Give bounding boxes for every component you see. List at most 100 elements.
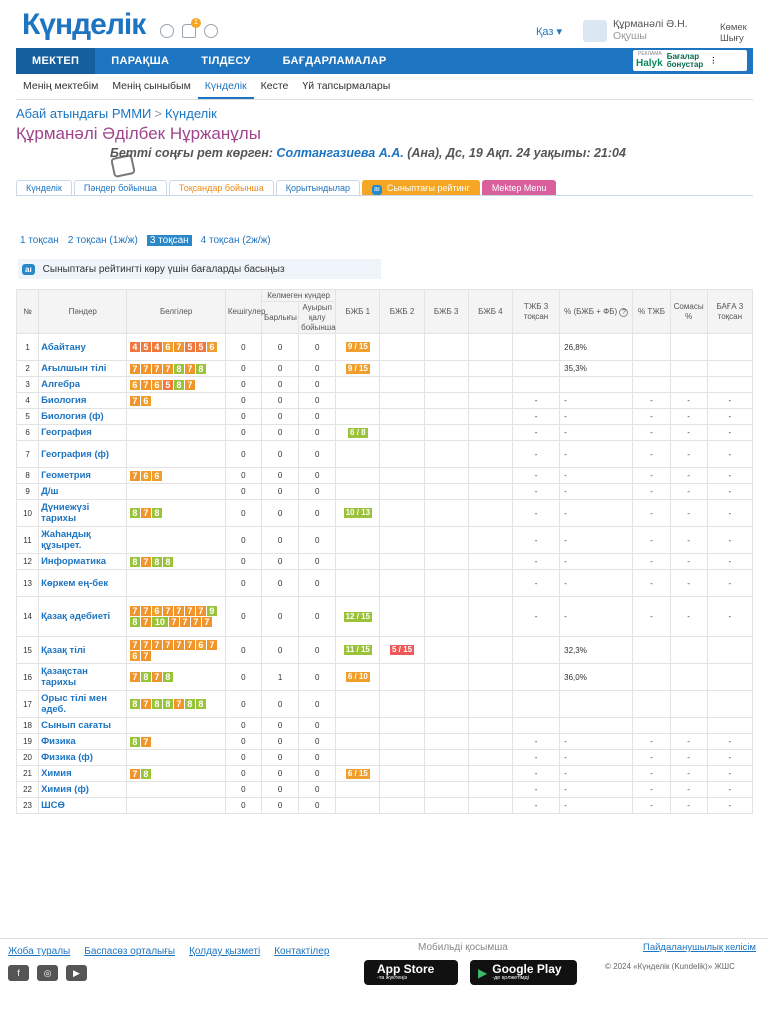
breadcrumb-diary[interactable]: Күнделік [164, 106, 217, 121]
logout-link[interactable]: Шығу [720, 33, 744, 44]
kundelik-logo[interactable]: Күнделік [22, 8, 146, 41]
bjb1-score[interactable]: 11 / 15 [343, 645, 372, 655]
mark[interactable]: 7 [151, 363, 162, 374]
bjb1-score[interactable]: 10 / 13 [343, 508, 373, 518]
mark[interactable]: 7 [173, 699, 184, 709]
user-menu[interactable]: Құрманәлі Ә.Н. Оқушы [613, 18, 688, 42]
mark[interactable]: 6 [195, 639, 206, 650]
subject-link[interactable]: Геометрия [38, 467, 128, 484]
subject-link[interactable]: Сынып сағаты [38, 717, 128, 734]
mark[interactable]: 7 [184, 363, 195, 374]
mark[interactable]: 6 [151, 470, 162, 481]
mark[interactable]: 5 [195, 342, 206, 352]
mark[interactable]: 7 [184, 379, 195, 390]
mark[interactable]: 8 [151, 556, 162, 567]
subject-link[interactable]: Физика [38, 733, 128, 750]
subject-link[interactable]: Биология (ф) [38, 408, 128, 425]
mark[interactable]: 7 [190, 617, 201, 627]
tab-mektep-menu[interactable]: Mektep Menu [481, 180, 557, 196]
mark[interactable]: 8 [184, 699, 195, 709]
nav-programs[interactable]: БАҒДАРЛАМАЛАР [282, 55, 387, 67]
mark[interactable]: 8 [151, 508, 162, 518]
mark[interactable]: 7 [129, 470, 140, 481]
mark[interactable]: 6 [151, 379, 162, 390]
subject-link[interactable]: География (ф) [38, 440, 128, 468]
quarter-1[interactable]: 1 тоқсан [20, 235, 59, 246]
mark[interactable]: 8 [129, 736, 140, 747]
mark[interactable]: 8 [151, 699, 162, 709]
subject-link[interactable]: География [38, 424, 128, 441]
subject-link[interactable]: Орыс тілі мен әдеб. [38, 690, 128, 718]
mark[interactable]: 8 [162, 672, 173, 682]
mark[interactable]: 8 [129, 699, 140, 709]
mark[interactable]: 8 [162, 699, 173, 709]
chat-icon[interactable] [160, 24, 174, 38]
tab-diary[interactable]: Күнделік [16, 180, 72, 196]
nav-page[interactable]: ПАРАҚША [111, 55, 170, 67]
globe-icon[interactable] [204, 24, 218, 38]
mark[interactable]: 7 [129, 639, 140, 650]
bjb1-score[interactable]: 6 / 8 [348, 427, 368, 438]
user-agreement-link[interactable]: Пайдаланушылық келісім [643, 942, 756, 953]
mark[interactable]: 7 [129, 606, 140, 616]
mark[interactable]: 7 [140, 639, 151, 650]
tab-by-quarter[interactable]: Тоқсандар бойынша [168, 180, 274, 196]
mark[interactable]: 7 [195, 606, 206, 616]
quarter-2[interactable]: 2 тоқсан (1ж/ж) [67, 235, 138, 246]
mark[interactable]: 8 [140, 672, 151, 682]
mark[interactable]: 7 [140, 650, 151, 661]
footer-about[interactable]: Жоба туралы [8, 946, 71, 957]
mark[interactable]: 7 [173, 342, 184, 352]
bjb1-score[interactable]: 9 / 15 [345, 363, 370, 374]
nav-school[interactable]: МЕКТЕП [16, 48, 96, 74]
mark[interactable]: 7 [162, 363, 173, 374]
subject-link[interactable]: Ағылшын тілі [38, 360, 128, 377]
breadcrumb-school[interactable]: Абай атындағы РММИ [16, 106, 152, 121]
instagram-icon[interactable]: ◎ [37, 965, 58, 981]
subject-link[interactable]: Химия [38, 765, 128, 782]
footer-support[interactable]: Қолдау қызметі [189, 946, 261, 957]
mark[interactable]: 5 [162, 379, 173, 390]
subject-link[interactable]: Алгебра [38, 376, 128, 393]
subnav-my-school[interactable]: Менің мектебім [23, 80, 99, 92]
mark[interactable]: 6 [206, 342, 217, 352]
mark[interactable]: 7 [140, 617, 151, 627]
subject-link[interactable]: Д/ш [38, 483, 128, 500]
mark[interactable]: 8 [140, 768, 151, 779]
mark[interactable]: 8 [162, 556, 173, 567]
mark[interactable]: 7 [162, 639, 173, 650]
subject-link[interactable]: Қазақ тілі [38, 636, 128, 664]
mark[interactable]: 7 [201, 617, 212, 627]
mark[interactable]: 7 [140, 508, 151, 518]
quarter-4[interactable]: 4 тоқсан (2ж/ж) [200, 235, 271, 246]
bjb1-score[interactable]: 6 / 10 [345, 672, 370, 682]
mark[interactable]: 7 [206, 639, 217, 650]
mark[interactable]: 7 [140, 556, 151, 567]
subject-link[interactable]: Информатика [38, 553, 128, 570]
mark[interactable]: 8 [195, 363, 206, 374]
mark[interactable]: 6 [162, 342, 173, 352]
last-seen-name[interactable]: Солтангазиева А.А. [276, 146, 404, 160]
halyk-ad-banner[interactable]: РЕКЛАМА Halyk Бағалар бонустар ⋮ [633, 50, 747, 71]
mark[interactable]: 5 [184, 342, 195, 352]
mark[interactable]: 4 [151, 342, 162, 352]
subnav-my-class[interactable]: Менің сыныбым [112, 80, 191, 92]
bjb1-score[interactable]: 12 / 15 [343, 611, 373, 622]
subject-link[interactable]: Қазақ әдебиеті [38, 596, 128, 637]
mark[interactable]: 8 [129, 508, 140, 518]
footer-contacts[interactable]: Контактілер [274, 946, 330, 957]
quarter-3[interactable]: 3 тоқсан [146, 235, 192, 246]
more-icon[interactable]: ⋮ [709, 56, 718, 65]
mark[interactable]: 6 [140, 395, 151, 406]
mark[interactable]: 7 [129, 363, 140, 374]
subnav-homework[interactable]: Үй тапсырмалары [302, 80, 391, 92]
mark[interactable]: 7 [184, 639, 195, 650]
mark[interactable]: 4 [129, 342, 140, 352]
language-select[interactable]: Қаз ▾ [536, 26, 563, 38]
google-play-button[interactable]: ▶ Google Play -де қолжетімді [470, 960, 577, 985]
mark[interactable]: 6 [140, 470, 151, 481]
mark[interactable]: 7 [129, 768, 140, 779]
footer-press[interactable]: Баспасөз орталығы [84, 946, 176, 957]
mark[interactable]: 8 [129, 617, 140, 627]
mark[interactable]: 7 [168, 617, 179, 627]
